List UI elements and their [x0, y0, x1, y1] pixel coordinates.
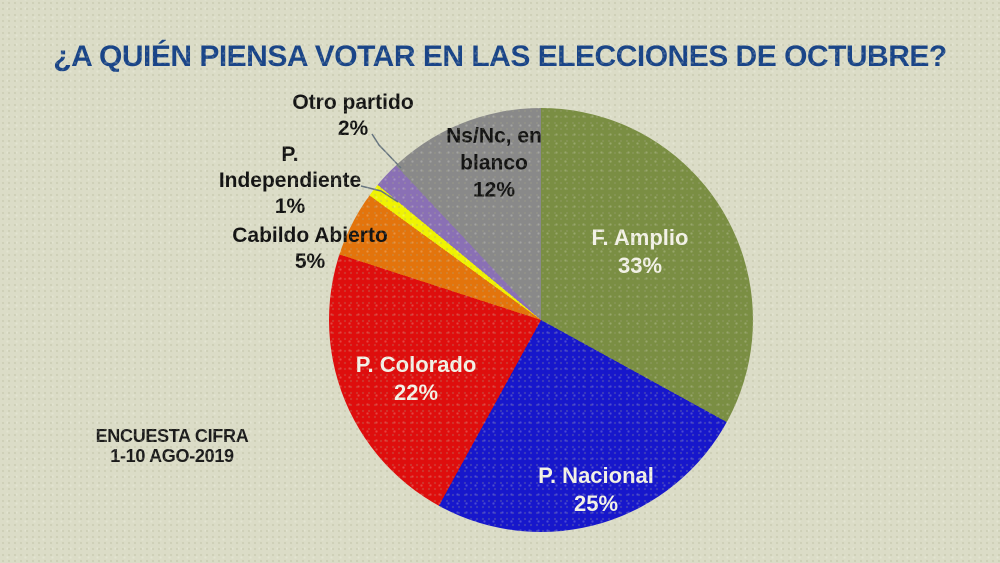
slice-label-ns-nc-pct: 12% — [472, 178, 516, 202]
leader-line-otro-partido — [371, 133, 402, 169]
callout-independiente-pct: 1% — [274, 195, 306, 218]
slice-label-f-amplio: F. Amplio 33% — [592, 224, 689, 280]
leader-line-independiente — [360, 185, 399, 203]
source-note-line1: ENCUESTA CIFRA — [95, 426, 249, 446]
slice-label-p-nacional: P. Nacional 25% — [538, 462, 654, 518]
callout-otro-partido-pct: 2% — [337, 117, 369, 140]
callout-otro-partido: Otro partido 2% — [292, 90, 413, 142]
callout-cabildo-abierto: Cabildo Abierto 5% — [232, 223, 388, 275]
source-note: ENCUESTA CIFRA 1-10 AGO-2019 — [96, 426, 249, 466]
source-note-line2: 1-10 AGO-2019 — [110, 446, 234, 466]
callout-independiente: P. Independiente 1% — [215, 142, 365, 220]
slice-label-f-amplio-pct: 33% — [617, 253, 663, 278]
callout-cabildo-abierto-label: Cabildo Abierto — [232, 224, 388, 247]
slice-label-p-colorado: P. Colorado 22% — [356, 351, 477, 407]
slice-label-ns-nc: Ns/Nc, en blanco 12% — [433, 123, 555, 204]
chart-title: ¿A QUIÉN PIENSA VOTAR EN LAS ELECCIONES … — [53, 40, 947, 73]
pie-chart — [329, 108, 753, 532]
slice-label-f-amplio-label: F. Amplio — [591, 225, 689, 250]
slice-label-p-colorado-label: P. Colorado — [355, 352, 477, 377]
slice-label-p-nacional-pct: 25% — [573, 491, 619, 516]
callout-independiente-label: P. Independiente — [218, 143, 362, 192]
callout-cabildo-abierto-pct: 5% — [294, 250, 326, 273]
slice-label-ns-nc-label: Ns/Nc, en blanco — [446, 124, 542, 175]
callout-otro-partido-label: Otro partido — [292, 91, 414, 114]
slice-label-p-nacional-label: P. Nacional — [538, 463, 654, 488]
slice-label-p-colorado-pct: 22% — [393, 380, 439, 405]
